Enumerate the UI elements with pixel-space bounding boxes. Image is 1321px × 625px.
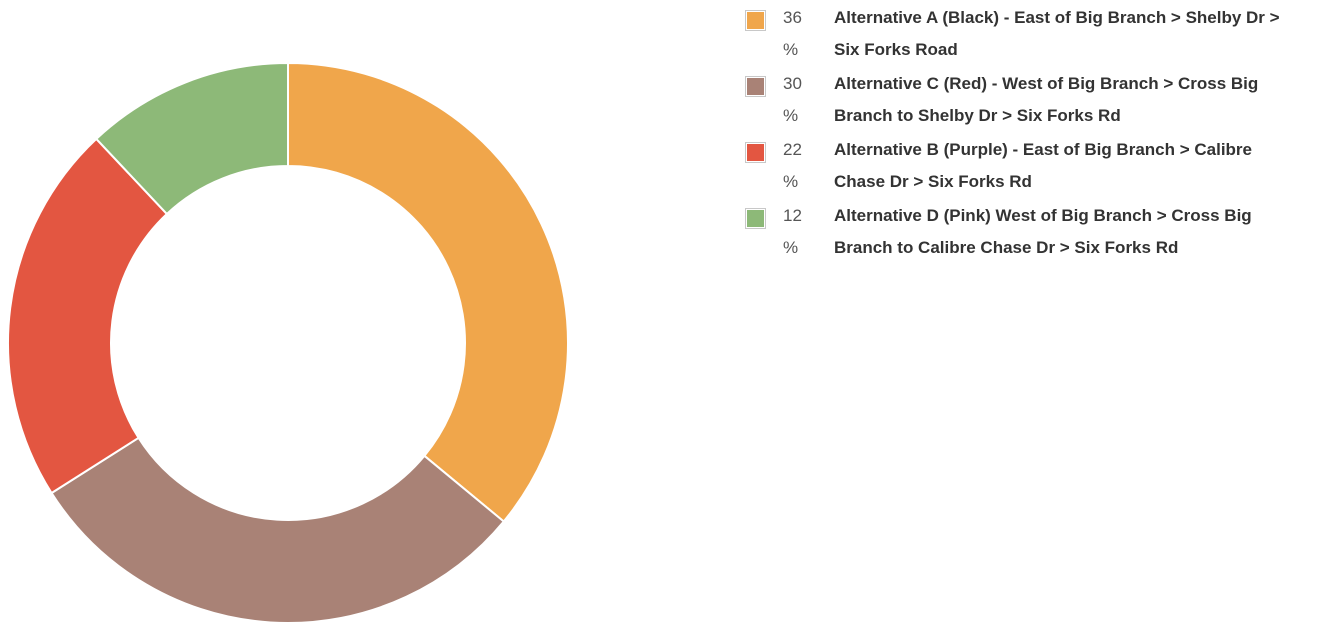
- legend-swatch-fill: [747, 144, 764, 161]
- legend-swatch: [745, 208, 766, 229]
- legend-item: 12 % Alternative D (Pink) West of Big Bra…: [745, 204, 1315, 264]
- legend-value: 36 %: [783, 8, 802, 59]
- legend-item: 30 % Alternative C (Red) - West of Big Br…: [745, 72, 1315, 132]
- legend-swatch-fill: [747, 12, 764, 29]
- legend-label: Alternative B (Purple) - East of Big Bra…: [834, 140, 1253, 191]
- legend-label: Alternative D (Pink) West of Big Branch …: [834, 206, 1252, 257]
- legend-label: Alternative C (Red) - West of Big Branch…: [834, 74, 1259, 125]
- donut-slice: [7, 137, 169, 495]
- legend-item: 22 % Alternative B (Purple) - East of Big…: [745, 138, 1315, 198]
- legend-label: Alternative A (Black) - East of Big Bran…: [834, 8, 1280, 59]
- donut-slice: [287, 61, 569, 523]
- legend-value: 30 %: [783, 74, 802, 125]
- donut-chart: [7, 61, 569, 624]
- legend-swatch-fill: [747, 78, 764, 95]
- legend-value: 22 %: [783, 140, 802, 191]
- legend-value: 12 %: [783, 206, 802, 257]
- legend-swatch: [745, 10, 766, 31]
- legend: 36 % Alternative A (Black) - East of Big …: [745, 6, 1315, 270]
- legend-item: 36 % Alternative A (Black) - East of Big …: [745, 6, 1315, 66]
- legend-swatch-fill: [747, 210, 764, 227]
- legend-swatch: [745, 76, 766, 97]
- donut-slice: [94, 61, 289, 216]
- legend-swatch: [745, 142, 766, 163]
- donut-slice: [50, 436, 506, 624]
